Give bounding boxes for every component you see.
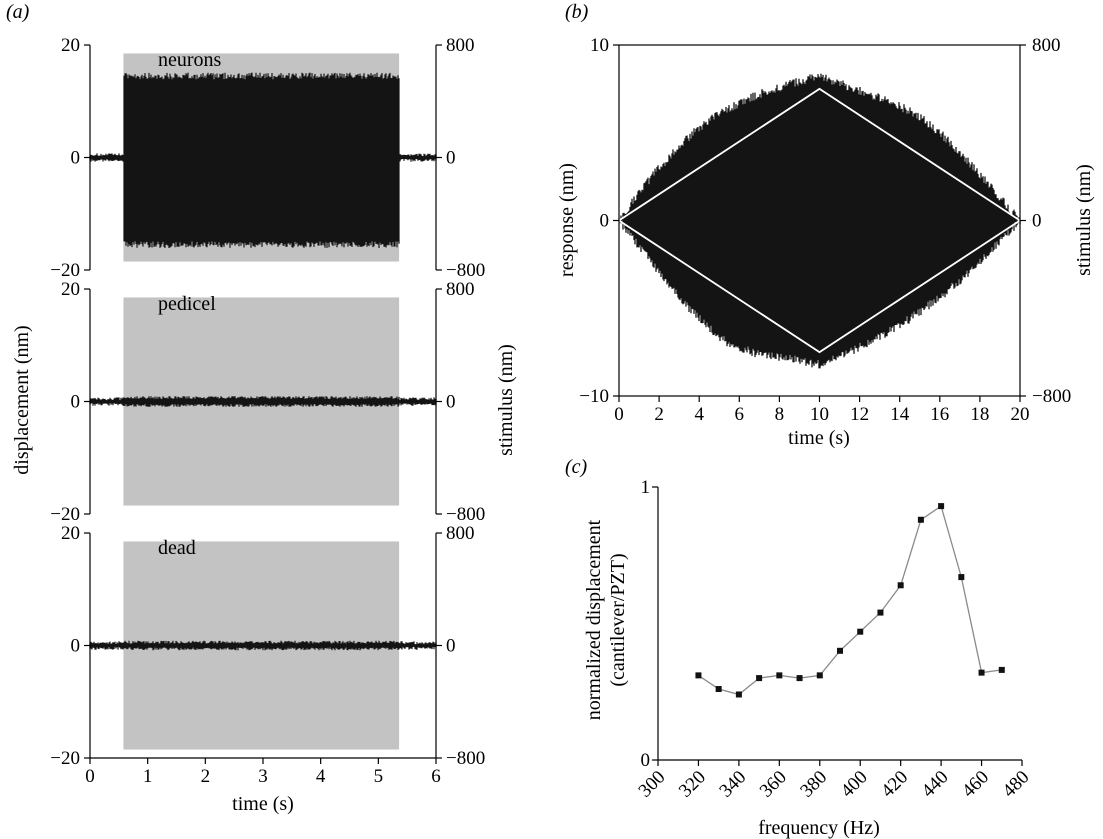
panel-b-x-tick-label-8: 16: [930, 404, 949, 425]
data-point-430: [917, 516, 924, 523]
panel-b-y-label-right: stimulus (nm): [1073, 164, 1095, 276]
response-envelope: [618, 73, 1021, 369]
response-trace-neurons: [89, 72, 437, 248]
subplot-pedicel: 20 0 −20 800 0 −800 pedicel: [50, 279, 485, 525]
data-point-390: [837, 647, 843, 654]
left-tick-label-neurons-1: 0: [71, 148, 81, 169]
panel-a-y-label: displacement (nm): [11, 325, 33, 474]
panel-c-y-tick-label-0: 1: [641, 477, 651, 498]
panel-b-x-tick-label-0: 0: [614, 404, 624, 425]
panel-b-x-tick-label-5: 10: [810, 404, 829, 425]
panel-c-letter: (c): [565, 456, 588, 478]
panel-b-x-tick-label-9: 18: [970, 404, 989, 425]
data-point-350: [756, 675, 763, 682]
right-tick-label-pedicel-1: 0: [446, 392, 456, 413]
left-tick-label-dead-2: −20: [50, 748, 80, 769]
subplot-label-pedicel: pedicel: [158, 293, 216, 315]
panel-a-y-label-right: stimulus (nm): [495, 344, 517, 456]
panel-a-x-tick-label-2: 2: [201, 766, 211, 787]
panel-b-x-tick-label-4: 8: [775, 404, 785, 425]
panel-c-y-tick-label-1: 0: [641, 750, 651, 771]
panel-c-x-tick-label-6: 420: [877, 767, 912, 802]
data-point-440: [938, 503, 945, 510]
left-tick-label-neurons-0: 20: [61, 35, 80, 56]
right-tick-label-pedicel-0: 800: [446, 279, 475, 300]
panel-c-x-tick-label-0: 300: [635, 767, 670, 802]
right-tick-label-neurons-2: −800: [446, 260, 485, 281]
panel-b-y-tick-label-1: 0: [600, 211, 610, 232]
data-point-420: [897, 582, 904, 589]
data-point-470: [998, 666, 1005, 673]
panel-c-x-tick-label-4: 380: [796, 767, 831, 802]
panel-b-y-tick-label-0: 10: [590, 35, 609, 56]
panel-b-right-tick-label-0: 800: [1032, 35, 1061, 56]
panel-c-x-tick-label-5: 400: [837, 767, 872, 802]
panel-b-right-tick-label-1: 0: [1032, 211, 1042, 232]
panel-a-x-tick-label-5: 5: [374, 766, 384, 787]
left-tick-label-dead-1: 0: [71, 636, 81, 657]
panel-b-x-tick-label-3: 6: [735, 404, 745, 425]
panel-c-x-tick-label-2: 340: [715, 767, 750, 802]
panel-c-x-tick-label-8: 460: [958, 767, 993, 802]
panel-a-x-label: time (s): [232, 793, 294, 815]
left-tick-label-dead-0: 20: [61, 523, 80, 544]
panel-a-letter: (a): [6, 1, 30, 23]
right-tick-label-dead-1: 0: [446, 636, 456, 657]
data-point-340: [735, 691, 742, 698]
right-tick-label-neurons-1: 0: [446, 148, 456, 169]
data-point-460: [978, 669, 985, 676]
panel-c-x-tick-label-1: 320: [675, 767, 710, 802]
data-point-450: [958, 574, 965, 581]
panel-a-chart: 200−208000−800neurons200−208000−800pedic…: [11, 35, 517, 815]
right-tick-label-dead-2: −800: [446, 748, 485, 769]
panel-c-x-label: frequency (Hz): [758, 817, 880, 839]
panel-c-x-tick-label-9: 480: [999, 767, 1034, 802]
panel-a-x-tick-label-4: 4: [316, 766, 326, 787]
left-tick-label-neurons-2: −20: [50, 260, 80, 281]
panel-b-x-tick-label-1: 2: [654, 404, 664, 425]
panel-b-letter: (b): [565, 1, 589, 23]
panel-c-x-tick-label-7: 440: [918, 767, 953, 802]
subplot-neurons: 20 0 −20 800 0 −800 neurons: [50, 35, 485, 281]
data-point-360: [776, 672, 783, 679]
panel-b-x-tick-label-10: 20: [1011, 404, 1030, 425]
panel-b-y-label: response (nm): [556, 163, 578, 277]
panel-a-x-tick-label-0: 0: [85, 766, 95, 787]
left-tick-label-pedicel-0: 20: [61, 279, 80, 300]
right-tick-label-dead-0: 800: [446, 523, 475, 544]
subplot-dead: 20 0 −20 800 0 −800 dead: [50, 523, 485, 769]
panel-b-x-tick-label-2: 4: [694, 404, 704, 425]
panel-b-x-label: time (s): [788, 427, 850, 449]
panel-a-x-tick-label-1: 1: [143, 766, 153, 787]
panel-b-x-tick-label-6: 12: [850, 404, 869, 425]
left-tick-label-pedicel-1: 0: [71, 392, 81, 413]
data-point-380: [816, 672, 823, 679]
data-point-400: [857, 628, 864, 635]
subplot-label-dead: dead: [158, 537, 196, 559]
data-point-320: [695, 672, 702, 679]
panel-a-x-tick-label-3: 3: [258, 766, 268, 787]
panel-c-y-label-line2: (cantilever/PZT): [607, 553, 629, 686]
right-tick-label-neurons-0: 800: [446, 35, 475, 56]
subplot-label-neurons: neurons: [158, 49, 222, 71]
panel-b-x-tick-label-7: 14: [890, 404, 910, 425]
panel-c-x-tick-label-3: 360: [756, 767, 791, 802]
response-curve: [698, 505, 1002, 696]
data-point-410: [877, 609, 884, 616]
panel-a-x-tick-label-6: 6: [431, 766, 441, 787]
right-tick-label-pedicel-2: −800: [446, 504, 485, 525]
data-point-330: [715, 686, 722, 693]
left-tick-label-pedicel-2: −20: [50, 504, 80, 525]
panel-c-y-label-line1: normalized displacement: [583, 519, 605, 720]
panel-b-y-tick-label-2: −10: [579, 386, 609, 407]
data-point-370: [796, 675, 803, 682]
panel-b-right-tick-label-2: −800: [1032, 386, 1071, 407]
